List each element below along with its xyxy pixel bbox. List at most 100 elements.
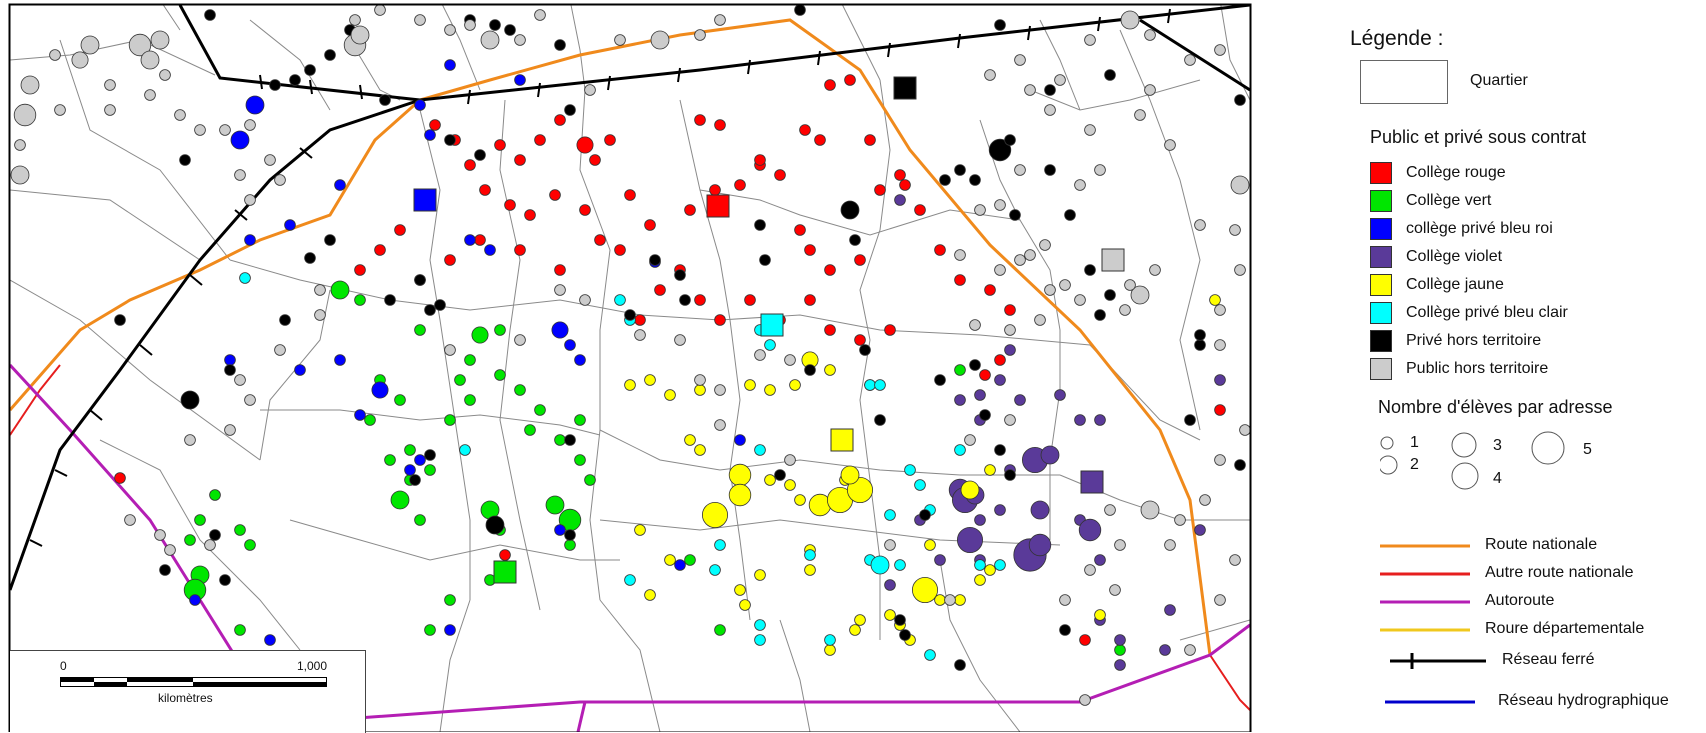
address-point	[545, 495, 565, 515]
address-point	[924, 539, 936, 551]
address-point	[584, 474, 596, 486]
address-point	[489, 19, 501, 31]
address-point	[1084, 564, 1096, 576]
address-point	[784, 454, 796, 466]
address-point	[1074, 179, 1086, 191]
address-point	[894, 169, 906, 181]
address-point	[649, 254, 661, 266]
address-point	[554, 39, 566, 51]
address-point	[354, 294, 366, 306]
address-point	[1074, 414, 1086, 426]
address-point	[794, 494, 806, 506]
autoroute-line-3	[576, 701, 587, 732]
address-point	[54, 104, 66, 116]
address-point	[414, 454, 426, 466]
address-point	[934, 244, 946, 256]
address-point	[894, 559, 906, 571]
address-point	[354, 264, 366, 276]
address-point	[954, 164, 966, 176]
address-point	[485, 515, 505, 535]
address-point	[1114, 644, 1126, 656]
address-point	[694, 384, 706, 396]
address-point	[234, 169, 246, 181]
size-symbol-5	[1531, 431, 1565, 465]
address-point	[969, 319, 981, 331]
address-point	[564, 104, 576, 116]
address-point	[80, 35, 100, 55]
map-border	[8, 3, 1252, 732]
address-point	[824, 644, 836, 656]
address-point	[154, 529, 166, 541]
address-point	[1164, 539, 1176, 551]
address-point	[1004, 344, 1016, 356]
address-point	[576, 136, 594, 154]
address-point	[694, 444, 706, 456]
address-point	[979, 409, 991, 421]
address-point	[960, 480, 980, 500]
address-point	[1214, 374, 1226, 386]
address-point	[1184, 644, 1196, 656]
address-point	[1149, 264, 1161, 276]
college-locations	[413, 76, 1125, 584]
address-point	[414, 99, 426, 111]
district-boundaries	[10, 5, 1250, 732]
address-point	[579, 294, 591, 306]
address-point	[224, 364, 236, 376]
address-point	[1084, 264, 1096, 276]
address-point	[194, 124, 206, 136]
map-canvas[interactable]	[0, 0, 1260, 732]
address-point	[894, 194, 906, 206]
address-point	[874, 184, 886, 196]
address-point	[464, 394, 476, 406]
address-point	[219, 124, 231, 136]
address-point	[504, 24, 516, 36]
address-point	[954, 659, 966, 671]
address-point	[994, 444, 1006, 456]
address-point	[1214, 304, 1226, 316]
map-area[interactable]: 0 1,000 kilomètres	[0, 0, 1260, 733]
address-point	[984, 69, 996, 81]
address-point	[494, 369, 506, 381]
address-point	[264, 154, 276, 166]
address-point	[734, 179, 746, 191]
legend-line-symbol-6	[1385, 700, 1475, 704]
address-point	[1078, 518, 1102, 542]
address-point	[471, 326, 489, 344]
address-point	[728, 463, 752, 487]
size-symbol-3	[1451, 432, 1477, 458]
address-point	[1134, 109, 1146, 121]
address-point	[702, 501, 729, 528]
address-point	[844, 74, 856, 86]
address-point	[14, 139, 26, 151]
address-point	[144, 89, 156, 101]
address-point	[1109, 584, 1121, 596]
address-point	[274, 174, 286, 186]
address-point	[954, 394, 966, 406]
address-point	[674, 334, 686, 346]
address-point	[1094, 609, 1106, 621]
address-point	[694, 294, 706, 306]
address-point	[549, 189, 561, 201]
size-symbol-4	[1451, 462, 1479, 490]
address-point	[424, 304, 436, 316]
legend-line-label-1: Route nationale	[1485, 536, 1598, 553]
address-point	[414, 14, 426, 26]
address-point	[644, 219, 656, 231]
address-point	[234, 624, 246, 636]
address-point	[864, 379, 876, 391]
address-point	[1014, 164, 1026, 176]
address-point	[1014, 54, 1026, 66]
address-point	[728, 483, 752, 507]
scale-bar: 0 1,000 kilomètres	[10, 650, 366, 733]
address-point	[744, 294, 756, 306]
address-point	[654, 284, 666, 296]
address-point	[1040, 445, 1060, 465]
address-point	[1234, 264, 1246, 276]
legend-label-3: collège privé bleu roi	[1406, 220, 1553, 237]
address-point	[514, 244, 526, 256]
legend-label-7: Privé hors territoire	[1406, 332, 1542, 349]
address-point	[464, 354, 476, 366]
address-point	[514, 74, 526, 86]
size-label-4: 4	[1493, 470, 1502, 487]
address-point	[189, 594, 201, 606]
